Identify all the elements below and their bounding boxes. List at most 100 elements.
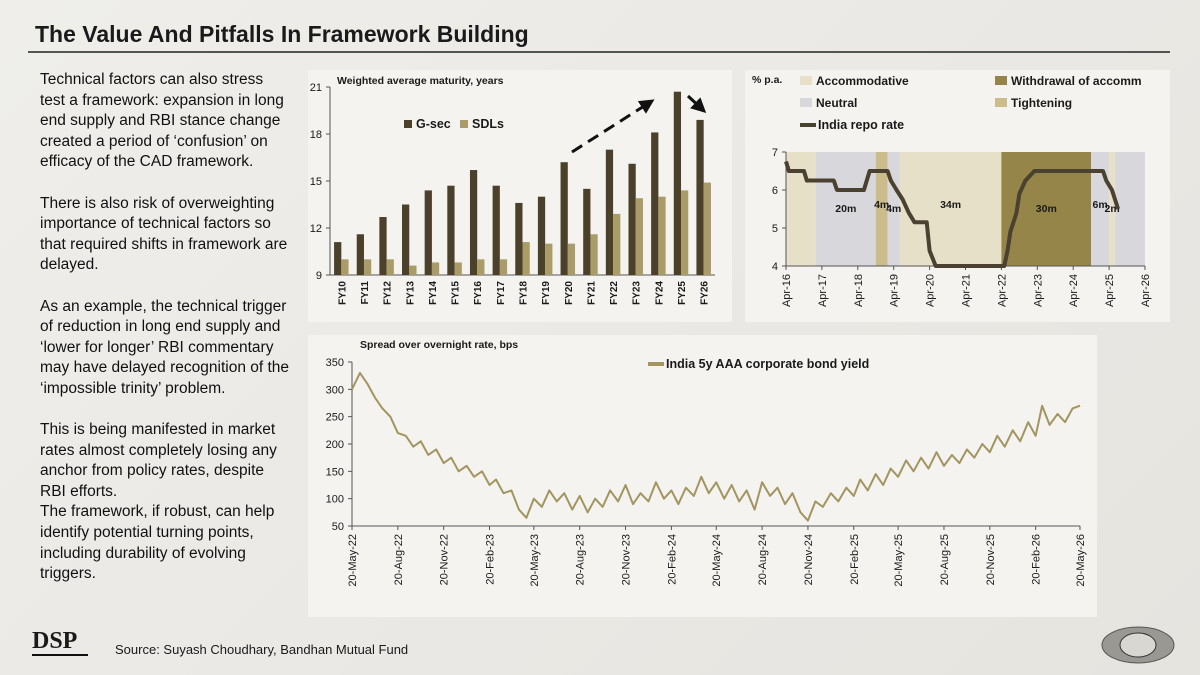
legend-label: Neutral — [816, 96, 857, 110]
paragraph: There is also risk of overweighting impo… — [40, 194, 288, 274]
bar — [583, 188, 591, 275]
band-label: 4m — [874, 199, 889, 211]
x-tick-label: 20-Feb-24 — [666, 534, 678, 585]
x-tick-label: Apr-23 — [1032, 274, 1044, 307]
x-tick-label: Apr-20 — [925, 274, 937, 307]
paragraph: This is being manifested in market rates… — [40, 421, 277, 500]
legend-swatch — [404, 120, 412, 128]
x-tick-label: FY21 — [586, 281, 597, 305]
x-tick-label: 20-Nov-24 — [803, 534, 815, 585]
x-tick-label: 20-May-23 — [529, 534, 541, 587]
y-tick-label: 15 — [310, 176, 322, 188]
slide-title: The Value And Pitfalls In Framework Buil… — [35, 21, 529, 47]
source: Source: Suyash Choudhary, Bandhan Mutual… — [115, 642, 408, 657]
x-tick-label: Apr-18 — [853, 274, 865, 307]
legend-label: G-sec — [416, 117, 451, 131]
legend-swatch — [800, 76, 812, 85]
legend-swatch — [995, 76, 1007, 85]
x-tick-label: 20-Aug-23 — [575, 534, 587, 585]
bar — [379, 217, 387, 275]
x-tick-label: 20-May-26 — [1075, 534, 1087, 587]
bar — [673, 91, 682, 275]
bar — [658, 196, 666, 275]
bar — [681, 190, 689, 275]
x-tick-label: FY25 — [677, 281, 688, 305]
x-tick-label: 20-May-22 — [347, 534, 359, 587]
x-tick-label: 20-Nov-25 — [985, 534, 997, 585]
paragraph: Technical factors can also stress test a… — [40, 71, 284, 171]
bar — [515, 202, 523, 275]
bar — [356, 234, 364, 275]
bar — [402, 204, 410, 275]
y-tick-label: 6 — [772, 185, 778, 197]
emblem — [1119, 632, 1157, 658]
band-label: 6m — [1093, 199, 1108, 211]
y-tick-label: 100 — [326, 494, 344, 506]
x-tick-label: FY23 — [632, 281, 643, 305]
y-axis-label: % p.a. — [752, 74, 782, 86]
band-label: 34m — [940, 199, 961, 211]
bar — [409, 265, 417, 275]
y-tick-label: 12 — [310, 223, 322, 235]
bar — [447, 185, 455, 275]
legend-label: India 5y AAA corporate bond yield — [666, 357, 869, 371]
y-tick-label: 5 — [772, 223, 778, 235]
bar — [560, 162, 568, 275]
x-tick-label: 20-Aug-22 — [393, 534, 405, 585]
bar — [628, 163, 636, 275]
bar — [363, 259, 372, 275]
y-tick-label: 18 — [310, 129, 322, 141]
trend-arrow — [686, 94, 707, 114]
x-tick-label: 20-May-24 — [711, 534, 723, 587]
x-tick-label: FY13 — [405, 281, 416, 305]
x-tick-label: Apr-16 — [781, 274, 793, 307]
bar — [635, 198, 643, 275]
bar — [522, 242, 530, 275]
x-tick-label: FY18 — [519, 281, 530, 305]
x-tick-label: Apr-26 — [1140, 274, 1152, 307]
chart-title: Spread over overnight rate, bps — [360, 339, 518, 351]
x-tick-label: 20-May-25 — [893, 534, 905, 587]
bar — [334, 242, 342, 275]
legend-label: SDLs — [472, 117, 504, 131]
x-tick-label: Apr-17 — [817, 274, 829, 307]
line — [784, 160, 1120, 268]
bar — [567, 243, 576, 275]
band-label: 30m — [1036, 203, 1057, 215]
y-tick-label: 250 — [326, 412, 344, 424]
y-tick-label: 350 — [326, 357, 344, 369]
x-tick-label: FY14 — [428, 281, 439, 305]
trend-arrow — [571, 99, 655, 154]
y-tick-label: 50 — [332, 521, 344, 533]
legend-swatch — [460, 120, 468, 128]
x-tick-label: FY16 — [473, 281, 484, 305]
bar — [613, 213, 621, 275]
text-block: Technical factors can also stress test a… — [40, 70, 292, 605]
bar — [386, 259, 394, 275]
band-label: 20m — [835, 203, 856, 215]
panel — [308, 335, 1097, 617]
y-tick-label: 9 — [316, 270, 322, 282]
bar — [590, 234, 598, 275]
bar — [545, 243, 553, 275]
bar — [537, 196, 546, 275]
bar — [651, 132, 659, 275]
bar — [477, 259, 485, 275]
legend-label: India repo rate — [818, 118, 904, 132]
bar — [454, 262, 462, 275]
x-tick-label: FY10 — [337, 281, 348, 305]
bar — [703, 182, 711, 275]
bar — [341, 259, 349, 275]
paragraph: The framework, if robust, can help ident… — [40, 503, 275, 583]
regime-band — [815, 152, 876, 266]
x-tick-label: Apr-25 — [1104, 274, 1116, 307]
x-tick-label: FY11 — [360, 281, 371, 305]
x-tick-label: FY17 — [496, 281, 507, 305]
y-tick-label: 21 — [310, 82, 322, 94]
panel — [308, 70, 732, 322]
x-tick-label: Apr-24 — [1068, 274, 1080, 307]
regime-band — [899, 152, 1002, 266]
x-tick-label: Apr-19 — [889, 274, 901, 307]
x-tick-label: FY20 — [564, 281, 575, 305]
